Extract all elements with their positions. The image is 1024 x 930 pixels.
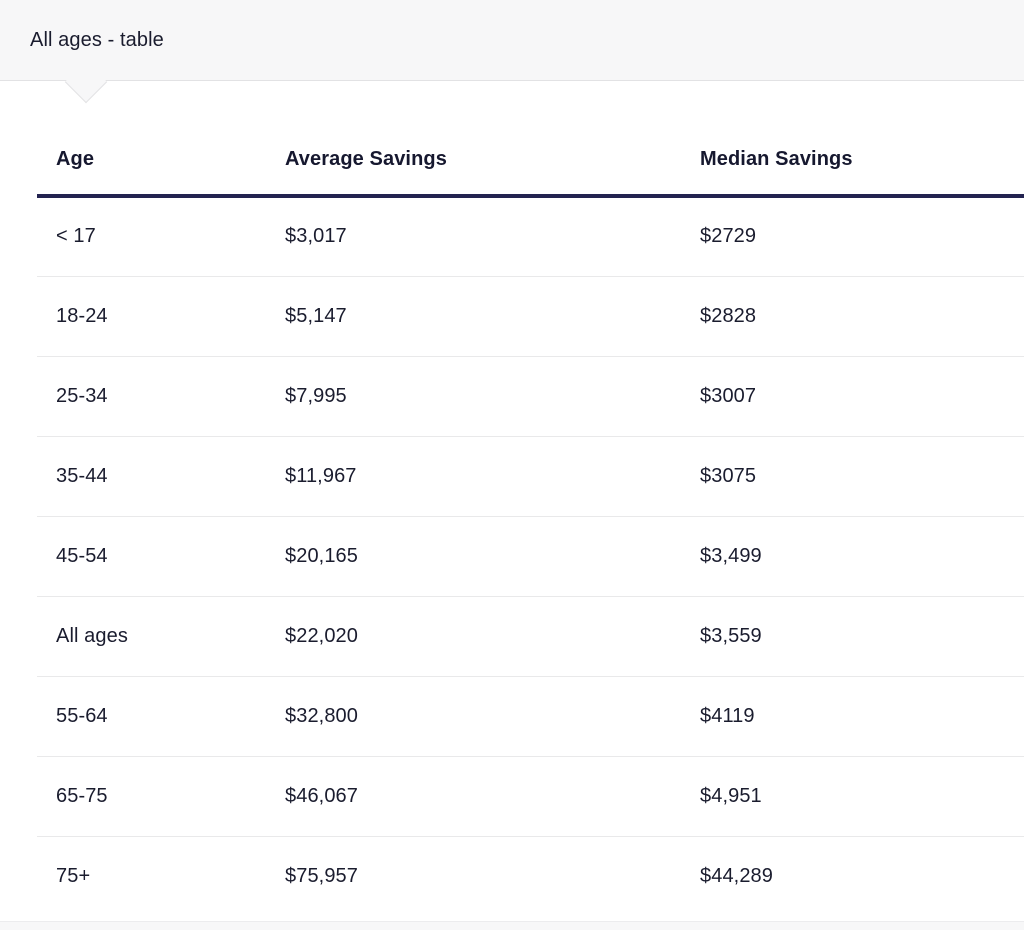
age-cell: 35-44 (37, 436, 266, 517)
average-savings-cell: $20,165 (266, 516, 681, 597)
median-savings-cell: $3,559 (681, 596, 1024, 677)
median-savings-cell: $3007 (681, 356, 1024, 437)
age-cell: 55-64 (37, 676, 266, 757)
caret-down-icon (64, 60, 108, 104)
table-row: 75+ $75,957 $44,289 (37, 836, 1024, 916)
table-row: All ages $22,020 $3,559 (37, 596, 1024, 677)
average-savings-cell: $75,957 (285, 864, 358, 887)
average-savings-cell: $7,995 (266, 356, 681, 437)
table-row: 65-75 $46,067 $4,951 (37, 756, 1024, 837)
table-row: 45-54 $20,165 $3,499 (37, 516, 1024, 597)
age-cell: 65-75 (37, 756, 266, 837)
table-row: 25-34 $7,995 $3007 (37, 356, 1024, 437)
median-savings-cell: $2729 (681, 196, 1024, 277)
age-cell: < 17 (37, 196, 266, 277)
table-row: 35-44 $11,967 $3075 (37, 436, 1024, 517)
age-cell: 45-54 (37, 516, 266, 597)
table-row: 18-24 $5,147 $2828 (37, 276, 1024, 357)
col-header-age: Age (37, 124, 266, 198)
average-savings-cell: $3,017 (266, 196, 681, 277)
age-cell: 75+ (56, 864, 91, 887)
average-savings-cell: $32,800 (266, 676, 681, 757)
savings-table: Age Average Savings Median Savings < 17 … (0, 124, 1024, 916)
table-header-row: Age Average Savings Median Savings (37, 124, 1024, 198)
median-savings-cell: $4119 (681, 676, 1024, 757)
age-cell: All ages (37, 596, 266, 677)
tab-all-ages-table[interactable]: All ages - table (30, 28, 164, 51)
median-savings-cell: $2828 (681, 276, 1024, 357)
age-cell: 25-34 (37, 356, 266, 437)
average-savings-cell: $11,967 (266, 436, 681, 517)
average-savings-cell: $46,067 (266, 756, 681, 837)
median-savings-cell: $4,951 (681, 756, 1024, 837)
median-savings-cell: $3,499 (681, 516, 1024, 597)
median-savings-cell: $44,289 (700, 864, 773, 887)
table-row: 55-64 $32,800 $4119 (37, 676, 1024, 757)
footer-strip (0, 921, 1024, 930)
table-row: < 17 $3,017 $2729 (37, 196, 1024, 277)
tab-bar: All ages - table (0, 0, 1024, 104)
col-header-average-savings: Average Savings (266, 124, 681, 198)
average-savings-cell: $5,147 (266, 276, 681, 357)
average-savings-cell: $22,020 (266, 596, 681, 677)
median-savings-cell: $3075 (681, 436, 1024, 517)
col-header-median-savings: Median Savings (681, 124, 1024, 198)
age-cell: 18-24 (37, 276, 266, 357)
